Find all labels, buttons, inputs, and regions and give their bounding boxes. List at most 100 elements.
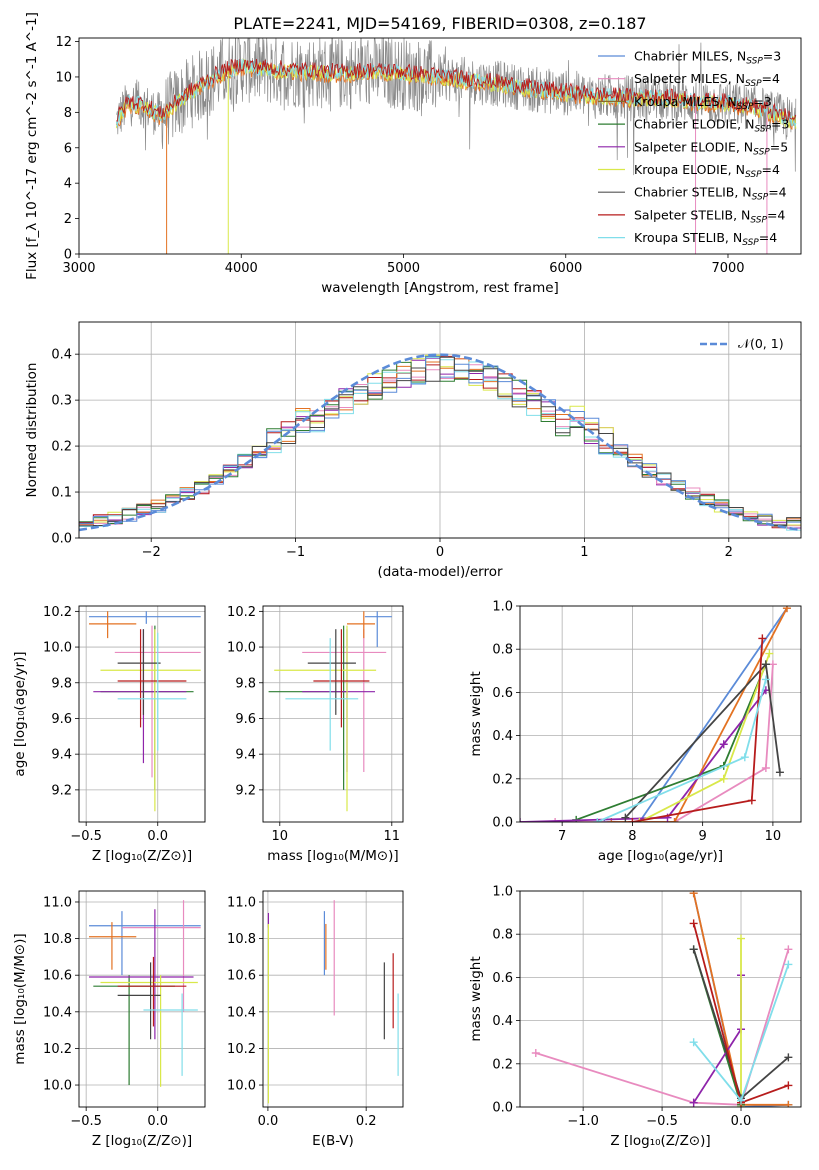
x-axis-label: E(B-V) xyxy=(312,1133,354,1149)
y-tick-label: 0.0 xyxy=(492,816,513,831)
y-tick-label: 0.0 xyxy=(492,1101,513,1116)
mass-weight-marker xyxy=(768,660,777,669)
mass-weight-group xyxy=(520,606,791,822)
mass-weight-marker xyxy=(761,675,770,684)
y-tick-label: 0.2 xyxy=(51,440,72,455)
mass-weight-marker xyxy=(719,774,728,783)
mass-weight-line xyxy=(535,949,790,1106)
y-tick-label: 0.6 xyxy=(492,971,513,986)
axes-frame xyxy=(78,37,802,255)
legend-entry: Chabrier STELIB, NSSP=4 xyxy=(634,185,787,203)
y-tick-label: 10.8 xyxy=(43,932,72,947)
y-tick-label: 0.0 xyxy=(51,532,72,547)
mass-weight-marker xyxy=(593,818,602,822)
y-tick-label: 0.4 xyxy=(492,1014,513,1029)
axes-frame xyxy=(519,890,802,1108)
x-tick-label: 8 xyxy=(628,829,636,844)
y-tick-label: 9.4 xyxy=(235,748,256,763)
mass-weight-marker xyxy=(531,1049,540,1057)
mass-weight-marker xyxy=(737,934,746,943)
mass-weight-marker xyxy=(765,649,774,658)
y-tick-label: 10.2 xyxy=(43,1042,72,1057)
mass-weight-marker xyxy=(621,813,630,822)
y-tick-label: 9.4 xyxy=(51,748,72,763)
x-tick-label: −0.5 xyxy=(70,1114,102,1129)
mass-weight-marker xyxy=(775,768,784,777)
mass-weight-marker xyxy=(758,634,767,643)
axes-frame xyxy=(262,890,404,1108)
y-tick-label: 9.2 xyxy=(235,783,256,798)
mass-weight-line xyxy=(520,689,767,822)
mass-weight-marker xyxy=(747,796,756,805)
errorbar-group xyxy=(268,611,392,812)
mass-weight-marker xyxy=(784,960,793,969)
mass-weight-marker xyxy=(689,1098,698,1107)
y-tick-label: 10.6 xyxy=(43,969,72,984)
y-tick-label: 1.0 xyxy=(492,600,513,615)
y-tick-label: 1.0 xyxy=(492,885,513,900)
y-tick-label: 10.2 xyxy=(227,1042,256,1057)
errorbar-group xyxy=(267,900,399,1104)
mass-weight-marker xyxy=(784,1053,793,1062)
axes-frame xyxy=(78,605,206,823)
x-tick-label: 0 xyxy=(436,545,444,560)
y-tick-label: 10.2 xyxy=(227,605,256,620)
x-tick-label: 5000 xyxy=(387,261,420,276)
mass-weight-marker xyxy=(628,818,637,822)
legend-entry: Kroupa ELODIE, NSSP=4 xyxy=(634,162,780,180)
mass-weight-marker xyxy=(689,919,698,928)
mass-weight-marker xyxy=(551,818,560,822)
y-tick-label: 10 xyxy=(55,70,72,85)
errorbar-group xyxy=(89,900,201,1087)
plot-layer: 3000 4000 5000 6000 7000024681012wavelength … xyxy=(12,12,802,1149)
y-tick-label: 10.4 xyxy=(227,1005,256,1020)
mass-weight-marker xyxy=(635,818,644,822)
x-tick-label: 0.2 xyxy=(356,1114,377,1129)
x-tick-label: −2 xyxy=(142,545,161,560)
x-tick-label: 0.0 xyxy=(731,1114,752,1129)
mass-weight-marker xyxy=(670,818,679,822)
y-tick-label: 10.0 xyxy=(43,1079,72,1094)
y-tick-label: 4 xyxy=(64,177,72,192)
mass-weight-marker xyxy=(689,945,698,954)
y-tick-label: 0.6 xyxy=(492,686,513,701)
mass-weight-marker xyxy=(784,945,793,954)
axes-frame xyxy=(262,605,404,823)
legend-entry: Salpeter ELODIE, NSSP=5 xyxy=(634,139,788,157)
mass-weight-marker xyxy=(784,1081,793,1090)
y-tick-label: 9.6 xyxy=(51,712,72,727)
axes-frame xyxy=(78,890,206,1108)
mass-weight-marker xyxy=(719,740,728,749)
x-axis-label: Z [log₁₀(Z/Z⊙)] xyxy=(92,1133,192,1149)
y-tick-label: 8 xyxy=(64,106,72,121)
y-tick-label: 0.8 xyxy=(492,928,513,943)
x-tick-label: 4000 xyxy=(225,261,258,276)
legend-entry: Salpeter MILES, NSSP=4 xyxy=(634,71,780,89)
y-tick-label: 0.8 xyxy=(492,643,513,658)
x-tick-label: 11 xyxy=(384,829,401,844)
histogram-group xyxy=(79,353,801,533)
x-tick-label: 1 xyxy=(580,545,588,560)
mass-weight-marker xyxy=(740,753,749,762)
mass-weight-marker xyxy=(689,1038,698,1047)
y-tick-label: 0.2 xyxy=(492,1057,513,1072)
y-tick-label: 9.2 xyxy=(51,783,72,798)
x-axis-label: mass [log₁₀(M/M⊙)] xyxy=(267,848,398,864)
mass-weight-marker xyxy=(782,606,791,613)
y-tick-label: 9.8 xyxy=(235,676,256,691)
x-tick-label: 9 xyxy=(699,829,707,844)
x-tick-label: −1 xyxy=(286,545,305,560)
legend-entry: Chabrier ELODIE, NSSP=3 xyxy=(634,117,789,135)
y-tick-label: 0.2 xyxy=(492,772,513,787)
x-axis-label: Z [log₁₀(Z/Z⊙)] xyxy=(610,1133,710,1149)
x-tick-label: 2 xyxy=(725,545,733,560)
y-tick-label: 11.0 xyxy=(227,895,256,910)
mass-weight-marker xyxy=(761,660,770,669)
y-axis-label: age [log₁₀(age/yr)] xyxy=(12,651,28,776)
x-tick-label: 0.0 xyxy=(147,829,168,844)
axes-frame xyxy=(519,605,802,823)
x-tick-label: 0.0 xyxy=(147,1114,168,1129)
x-tick-label: 3000 xyxy=(62,261,95,276)
y-tick-label: 11.0 xyxy=(43,895,72,910)
